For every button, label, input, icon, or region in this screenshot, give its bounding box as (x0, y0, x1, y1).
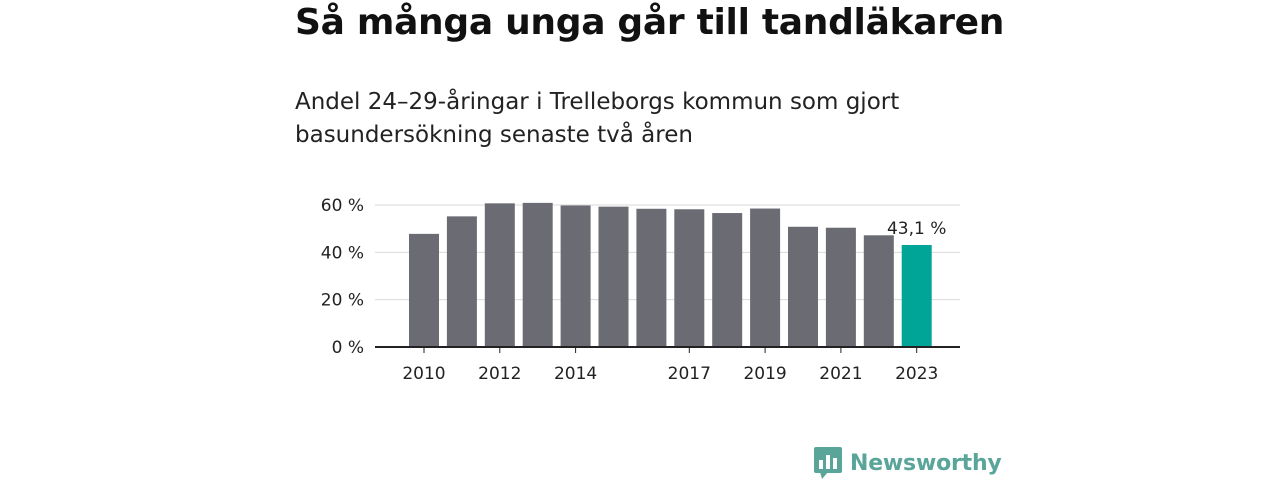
bar (863, 235, 894, 347)
chart-title: Så många unga går till tandläkaren (295, 2, 1005, 43)
bar (560, 205, 591, 347)
bar-chart-speech-bubble-icon (814, 447, 842, 479)
chart-subtitle: Andel 24–29-åringar i Trelleborgs kommun… (295, 89, 900, 148)
brand-name: Newsworthy (850, 450, 1002, 476)
x-tick-label: 2023 (895, 364, 938, 384)
bar (636, 208, 667, 347)
bar (788, 226, 818, 347)
bar (901, 244, 932, 347)
bar (409, 233, 439, 347)
bar (522, 202, 553, 347)
x-tick-label: 2010 (402, 364, 445, 384)
bar (598, 206, 629, 347)
newsworthy-logo: Newsworthy (814, 446, 1002, 480)
bar (825, 227, 856, 347)
y-tick-label: 60 % (321, 196, 364, 216)
bar (446, 216, 477, 347)
y-tick-label: 20 % (321, 291, 364, 311)
axes: 0 % 20 % 40 % 60 % 2010 2012 2014 2017 2019 2021 2… (321, 196, 960, 384)
y-tick-label: 40 % (321, 243, 364, 263)
bar (484, 203, 515, 347)
bar (674, 209, 705, 347)
x-tick-label: 2014 (554, 364, 597, 384)
y-tick-label: 0 % (332, 338, 364, 358)
bar (750, 208, 781, 347)
bar-chart: 0 % 20 % 40 % 60 % 2010 2012 2014 2017 2019 2021 2… (321, 196, 960, 384)
bar (712, 213, 743, 347)
bars (409, 202, 932, 347)
x-tick-label: 2017 (668, 364, 711, 384)
x-tick-label: 2012 (478, 364, 521, 384)
value-annotation: 43,1 % (887, 219, 946, 239)
x-tick-label: 2021 (819, 364, 862, 384)
x-tick-label: 2019 (743, 364, 786, 384)
